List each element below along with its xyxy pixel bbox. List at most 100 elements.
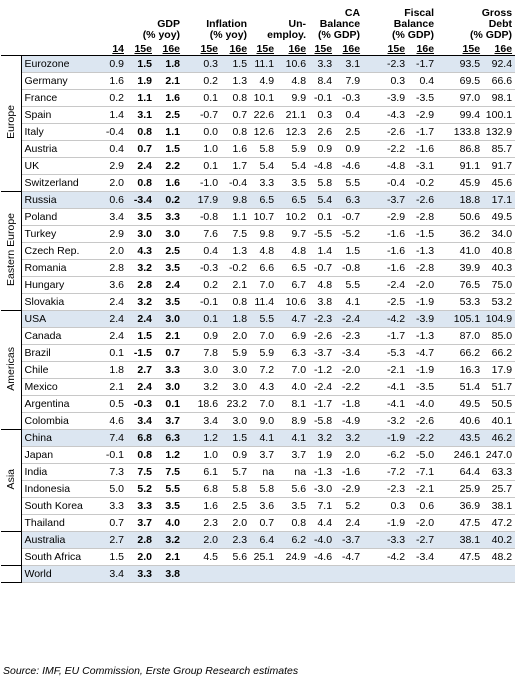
country-name: China	[21, 429, 101, 447]
value-cell: -2.3	[363, 480, 409, 498]
value-cell: 1.4	[101, 106, 127, 124]
table-row: Germany 1.6 1.9 2.1 0.2 1.3 4.9 4.8 8.4 7.9 0.3 0.4…	[1, 72, 516, 90]
value-cell: 17.1	[483, 191, 516, 209]
value-cell: 4.1	[335, 293, 364, 311]
value-cell: 5.8	[221, 480, 251, 498]
value-cell: -5.3	[363, 344, 409, 362]
value-cell: -3.9	[408, 310, 438, 328]
value-cell: 5.5	[335, 174, 364, 192]
value-cell: 2.4	[127, 157, 155, 175]
value-cell: 0.9	[335, 140, 364, 158]
value-cell: 0.1	[183, 89, 222, 107]
value-cell: 4.7	[277, 310, 310, 328]
value-cell: 85.7	[483, 140, 516, 158]
value-cell: -1.3	[309, 463, 336, 481]
value-cell: -3.7	[335, 531, 364, 549]
value-cell: -2.6	[309, 327, 336, 345]
table-row: Romania 2.8 3.2 3.5 -0.3 -0.2 6.6 6.5 -0.7 -0.8 -1…	[1, 259, 516, 277]
value-cell: 3.7	[277, 446, 310, 464]
sub-header: 15e	[127, 41, 155, 56]
value-cell: 1.2	[155, 446, 184, 464]
value-cell: -2.7	[408, 531, 438, 549]
value-cell: 18.8	[437, 191, 484, 209]
value-cell: 1.6	[221, 140, 251, 158]
value-cell: 2.0	[221, 514, 251, 532]
value-cell: 87.0	[437, 327, 484, 345]
value-cell: 3.3	[309, 55, 336, 73]
sub-header: 15e	[437, 41, 484, 56]
value-cell: 9.7	[277, 225, 310, 243]
value-cell: 6.7	[277, 276, 310, 294]
table-row: Slovakia 2.4 3.2 3.5 -0.1 0.8 11.4 10.6 3.8 4.1 -2…	[1, 293, 516, 311]
value-cell: -2.3	[309, 310, 336, 328]
value-cell: 49.5	[437, 395, 484, 413]
value-cell	[309, 565, 336, 583]
value-cell: 2.4	[101, 327, 127, 345]
value-cell: 5.4	[250, 157, 278, 175]
value-cell: 4.5	[183, 548, 222, 566]
group-header: CA Balance (% GDP)	[318, 7, 361, 41]
country-name: Colombia	[21, 412, 101, 430]
value-cell: 2.0	[101, 242, 127, 260]
value-cell: 66.2	[437, 344, 484, 362]
table-row: Eastern Europe Russia 0.6 -3.4 0.2 17.9 9.8 6.5…	[1, 191, 516, 311]
value-cell: 50.6	[437, 208, 484, 226]
value-cell: 4.8	[277, 242, 310, 260]
value-cell: 4.8	[309, 276, 336, 294]
source-note: Source: IMF, EU Commission, Erste Group …	[3, 665, 299, 677]
value-cell: 5.4	[277, 157, 310, 175]
value-cell: 91.7	[483, 157, 516, 175]
group-header: Gross Debt (% GDP)	[470, 7, 513, 41]
value-cell: 4.0	[277, 378, 310, 396]
region-cell: Americas	[1, 310, 22, 430]
value-cell: 0.7	[250, 514, 278, 532]
value-cell: 4.1	[277, 429, 310, 447]
value-cell: 97.0	[437, 89, 484, 107]
value-cell: 5.6	[277, 480, 310, 498]
value-cell: -4.8	[309, 157, 336, 175]
table-row: Poland 3.4 3.5 3.3 -0.8 1.1 10.7 10.2 0.1 -0.7 -2.…	[1, 208, 516, 226]
value-cell: 6.8	[183, 480, 222, 498]
value-cell: 5.8	[250, 140, 278, 158]
value-cell: 105.1	[437, 310, 484, 328]
value-cell: -0.1	[101, 446, 127, 464]
value-cell: 5.2	[335, 497, 364, 515]
value-cell: 2.1	[155, 72, 184, 90]
value-cell: 45.6	[483, 174, 516, 192]
value-cell: 0.8	[221, 123, 251, 141]
value-cell: -4.0	[408, 395, 438, 413]
value-cell: 3.8	[309, 293, 336, 311]
value-cell: 66.6	[483, 72, 516, 90]
value-cell: 0.4	[101, 140, 127, 158]
value-cell: -1.5	[127, 344, 155, 362]
country-name: UK	[21, 157, 101, 175]
value-cell: 0.9	[221, 446, 251, 464]
value-cell: 0.3	[309, 106, 336, 124]
value-cell: 0.2	[183, 72, 222, 90]
value-cell: -1.6	[408, 140, 438, 158]
value-cell: -3.1	[408, 157, 438, 175]
value-cell: 38.1	[437, 531, 484, 549]
value-cell: -0.7	[309, 259, 336, 277]
country-name: Indonesia	[21, 480, 101, 498]
value-cell: 7.9	[335, 72, 364, 90]
value-cell: 0.0	[183, 123, 222, 141]
value-cell: 2.4	[127, 310, 155, 328]
region-label: Europe	[4, 105, 17, 139]
value-cell: 246.1	[437, 446, 484, 464]
value-cell: 7.5	[127, 463, 155, 481]
value-cell: 3.0	[155, 378, 184, 396]
group-header: Fiscal Balance (% GDP)	[392, 7, 435, 41]
value-cell: 24.9	[277, 548, 310, 566]
value-cell: -1.5	[408, 225, 438, 243]
country-name: Czech Rep.	[21, 242, 101, 260]
value-cell: 92.4	[483, 55, 516, 73]
value-cell: 6.4	[250, 531, 278, 549]
value-cell: 75.0	[483, 276, 516, 294]
country-name: Spain	[21, 106, 101, 124]
table-row: France 0.2 1.1 1.6 0.1 0.8 10.1 9.9 -0.1 -0.3 -3.9…	[1, 89, 516, 107]
value-cell: -3.9	[363, 89, 409, 107]
value-cell: 7.8	[183, 344, 222, 362]
value-cell: -4.1	[363, 378, 409, 396]
